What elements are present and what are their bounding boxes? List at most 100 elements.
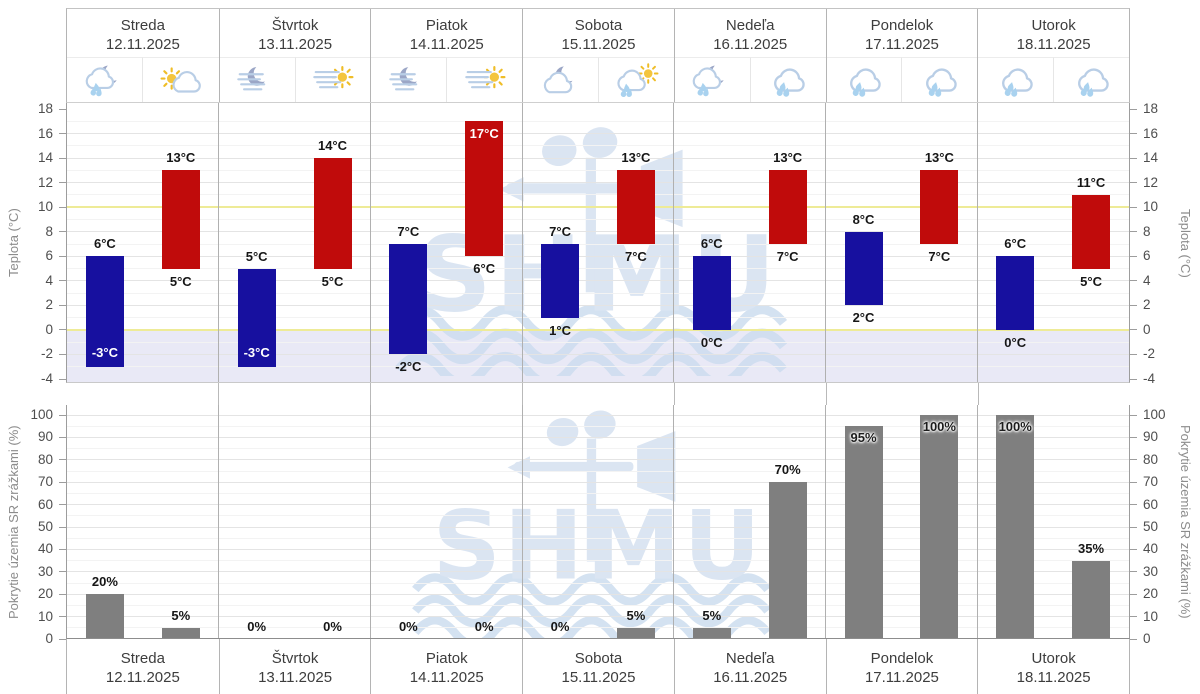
fog-moon-icon <box>234 61 280 99</box>
axis-tick-label: 14 <box>1143 150 1159 166</box>
day-date: 12.11.2025 <box>105 669 180 686</box>
gridline <box>67 459 1129 461</box>
gridline <box>67 120 1129 122</box>
min-temp-bar <box>844 231 883 306</box>
max-temp-bar <box>920 170 959 244</box>
weather-icon-cell <box>902 57 978 102</box>
temperature-axis-right: Teplota (°C) -4 -2 0 2 4 6 8 10 12 14 16 18 <box>1130 101 1200 386</box>
gridline <box>67 231 1129 233</box>
precipitation-axis-label-right: Pokrytie územia SR zrážkami (%) <box>1178 425 1193 619</box>
gridline <box>67 243 1129 245</box>
day-date: 14.11.2025 <box>409 669 484 686</box>
precipitation-plot-area: SHMU 20% 0% 0% 0% 5% 95% 100% 5% 0% 0% 5% 70% 100% 35% <box>66 405 1130 639</box>
weather-icon-cell <box>750 57 826 102</box>
day-name: Štvrtok <box>271 17 319 34</box>
precip-value-label: 0% <box>474 619 494 634</box>
icons-right-gutter <box>1130 57 1200 103</box>
day-date: 16.11.2025 <box>713 36 788 53</box>
weather-icon-cell <box>599 57 674 102</box>
precip-value-label: 100% <box>922 419 956 434</box>
day-separator <box>521 405 523 638</box>
day-header-row: Streda 12.11.2025 Štvrtok 13.11.2025 Piatok 1… <box>0 0 1200 57</box>
axis-tick-label: 14 <box>37 150 53 166</box>
axis-tick-mark <box>1130 378 1137 380</box>
axis-tick-label: 6 <box>45 248 53 264</box>
axis-tick-label: 100 <box>1143 407 1166 422</box>
sun-cloud-icon <box>158 61 204 99</box>
axis-tick-label: 30 <box>37 563 53 579</box>
axis-tick-label: 0 <box>1143 631 1151 646</box>
temp-value-label: 13°C <box>166 150 196 166</box>
max-temp-bar <box>616 170 655 244</box>
gridline <box>67 304 1129 306</box>
fog-sun-icon <box>462 61 508 99</box>
gridline <box>67 414 1129 416</box>
gridline <box>67 317 1129 319</box>
precip-bar <box>161 627 200 638</box>
day-icons <box>370 57 523 102</box>
gridline <box>67 504 1129 506</box>
gridline <box>67 145 1129 147</box>
axis-tick-label: 8 <box>1143 223 1151 239</box>
day-date: 14.11.2025 <box>409 36 484 53</box>
axis-tick-mark <box>1130 329 1137 331</box>
gridline <box>67 169 1129 171</box>
temp-value-label: 1°C <box>549 322 571 338</box>
axis-tick-mark <box>59 504 66 506</box>
temp-value-label: 5°C <box>245 248 268 264</box>
day-separator <box>369 103 371 382</box>
axis-tick-mark <box>1130 280 1137 282</box>
temp-value-label: 5°C <box>321 273 344 289</box>
rain-icon <box>1069 61 1115 99</box>
axis-tick-mark <box>59 157 66 159</box>
day-footer: Štvrtok 13.11.2025 <box>218 639 371 694</box>
temp-value-label: 13°C <box>924 150 954 166</box>
highlight-line <box>67 206 1129 209</box>
precip-value-label: 20% <box>91 574 118 590</box>
weather-icon-cell <box>978 57 1055 102</box>
gridline <box>67 448 1129 450</box>
gap-columns <box>66 383 1130 405</box>
weather-icon-cell <box>826 57 903 102</box>
temp-value-label: 5°C <box>1080 273 1102 289</box>
day-footer: Utorok 18.11.2025 <box>977 639 1129 694</box>
weather-icon-cell <box>219 57 296 102</box>
day-separator <box>521 103 523 382</box>
watermark-text: SHMU <box>433 491 764 601</box>
axis-tick-mark <box>59 378 66 380</box>
axis-tick-mark <box>59 353 66 355</box>
precip-bar <box>996 415 1035 638</box>
day-gap-cell <box>218 383 370 405</box>
axis-tick-mark <box>1130 304 1137 306</box>
day-footer-columns: Streda 12.11.2025 Štvrtok 13.11.2025 Piatok 1… <box>66 639 1130 694</box>
axis-tick-mark <box>59 638 66 640</box>
axis-tick-mark <box>1130 206 1137 208</box>
axis-tick-label: 4 <box>45 272 53 288</box>
gridline <box>67 526 1129 528</box>
precip-value-label: 95% <box>850 430 877 446</box>
temperature-plot-area: SHMU 6°C -3°C 5°C -3°C 7°C -2°C 7°C 1°C 6°C 0°C 8°C… <box>66 103 1130 383</box>
day-header: Štvrtok 13.11.2025 <box>218 9 371 57</box>
temp-value-label: 0°C <box>1004 334 1027 350</box>
temperature-chart-row: Teplota (°C) -4 -2 0 2 4 6 8 10 12 14 16 18 SHMU 6°C… <box>0 101 1200 386</box>
gridline <box>67 425 1129 427</box>
max-temp-bar <box>465 121 504 257</box>
gridline <box>67 548 1129 550</box>
axis-tick-mark <box>1130 231 1137 233</box>
temp-value-label: 6°C <box>1004 236 1027 252</box>
rain-moon-icon <box>689 61 735 99</box>
gridline <box>67 470 1129 472</box>
precip-bar <box>768 482 807 638</box>
gridline <box>67 280 1129 282</box>
temp-value-label: -3°C <box>91 344 118 360</box>
axis-tick-mark <box>59 616 66 618</box>
header-right-gutter <box>1130 0 1200 57</box>
gridline <box>67 341 1129 343</box>
day-gap-cell <box>522 383 674 405</box>
axis-tick-mark <box>59 255 66 257</box>
precipitation-chart-row: Pokrytie územia SR zrážkami (%) 0 10 20 30 4… <box>0 405 1200 646</box>
day-icons <box>218 57 371 102</box>
day-name: Piatok <box>425 17 468 34</box>
axis-tick-label: 50 <box>37 519 53 534</box>
axis-tick-label: 18 <box>37 101 53 116</box>
